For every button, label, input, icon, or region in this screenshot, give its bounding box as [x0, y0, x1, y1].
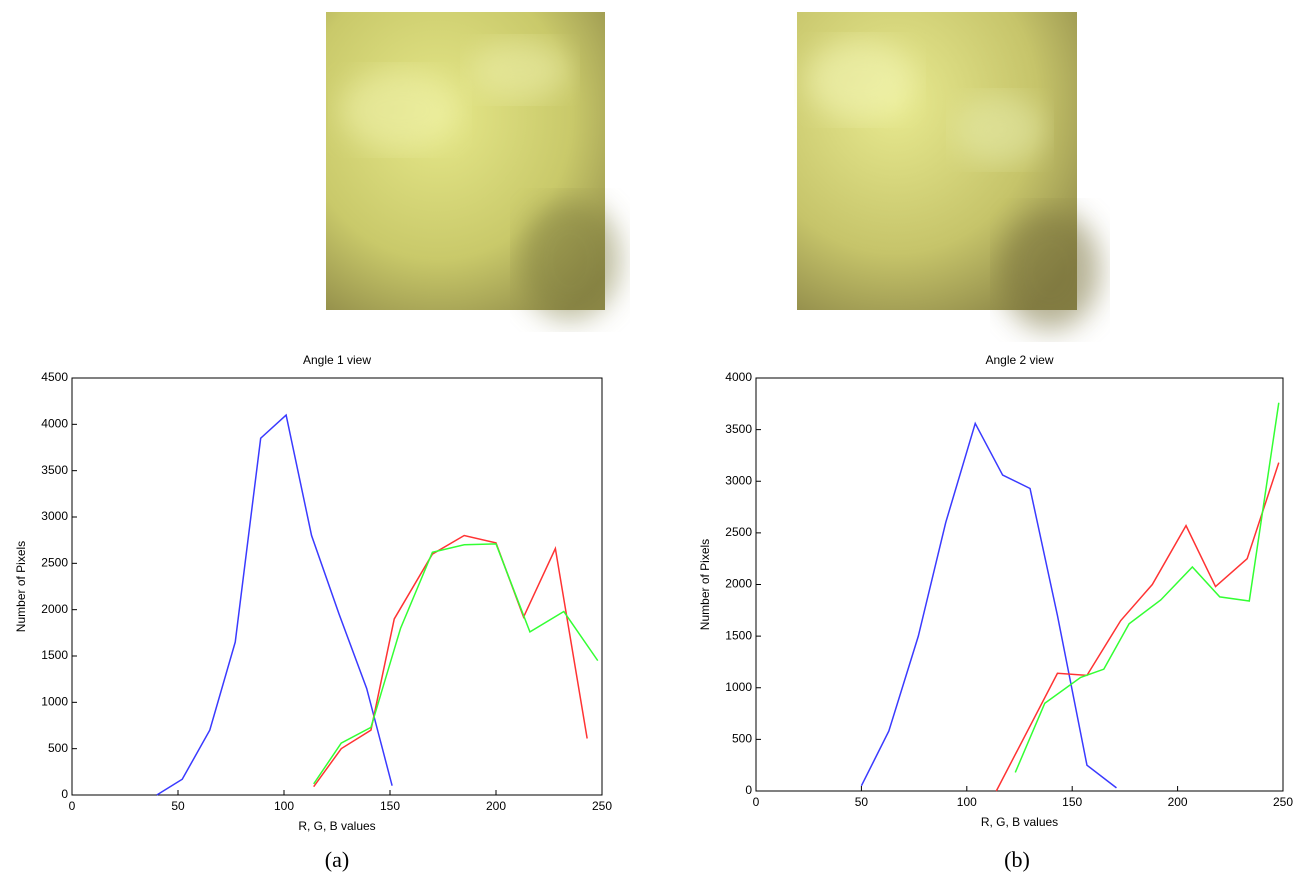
y-tick-label: 500: [732, 732, 752, 746]
y-tick-label: 500: [48, 741, 68, 755]
y-tick-label: 4000: [41, 417, 68, 431]
series-line: [156, 413, 393, 796]
x-tick-label: 150: [380, 799, 400, 813]
chart-title: Angle 2 view: [985, 353, 1053, 367]
y-tick-label: 3000: [41, 509, 68, 523]
x-tick-label: 150: [1062, 795, 1082, 809]
x-tick-label: 50: [855, 795, 869, 809]
x-tick-label: 250: [592, 799, 612, 813]
x-tick-label: 0: [753, 795, 760, 809]
y-tick-label: 2000: [725, 577, 752, 591]
x-tick-label: 200: [1168, 795, 1188, 809]
y-tick-label: 1000: [725, 680, 752, 694]
x-tick-label: 250: [1273, 795, 1293, 809]
x-axis-label: R, G, B values: [981, 815, 1058, 829]
series-line: [860, 421, 1117, 789]
x-tick-label: 100: [957, 795, 977, 809]
series-line: [313, 534, 588, 788]
y-tick-label: 2500: [41, 556, 68, 570]
x-tick-label: 0: [69, 799, 76, 813]
y-tick-label: 3500: [725, 422, 752, 436]
x-axis-label: R, G, B values: [298, 819, 375, 833]
plot-area: [755, 377, 1284, 792]
chart-title: Angle 1 view: [303, 353, 371, 367]
y-tick-label: 3000: [725, 473, 752, 487]
texture-image-a: [326, 12, 620, 320]
y-tick-label: 4500: [41, 370, 68, 384]
series-line: [313, 543, 599, 785]
x-tick-label: 200: [486, 799, 506, 813]
x-tick-label: 50: [171, 799, 185, 813]
caption: (a): [325, 847, 349, 872]
plot-area: [71, 377, 603, 796]
y-tick-label: 0: [745, 783, 752, 797]
y-tick-label: 1500: [725, 628, 752, 642]
y-tick-label: 1500: [41, 648, 68, 662]
y-tick-label: 2500: [725, 525, 752, 539]
y-tick-label: 0: [61, 787, 68, 801]
series-line: [995, 462, 1280, 792]
y-tick-label: 3500: [41, 463, 68, 477]
series-line: [1014, 402, 1280, 773]
y-tick-label: 4000: [725, 370, 752, 384]
y-axis-label: Number of Pixels: [698, 539, 712, 630]
x-tick-label: 100: [274, 799, 294, 813]
y-tick-label: 2000: [41, 602, 68, 616]
y-tick-label: 1000: [41, 695, 68, 709]
texture-image-b: [797, 12, 1100, 330]
y-axis-label: Number of Pixels: [14, 541, 28, 632]
caption: (b): [1004, 847, 1030, 872]
